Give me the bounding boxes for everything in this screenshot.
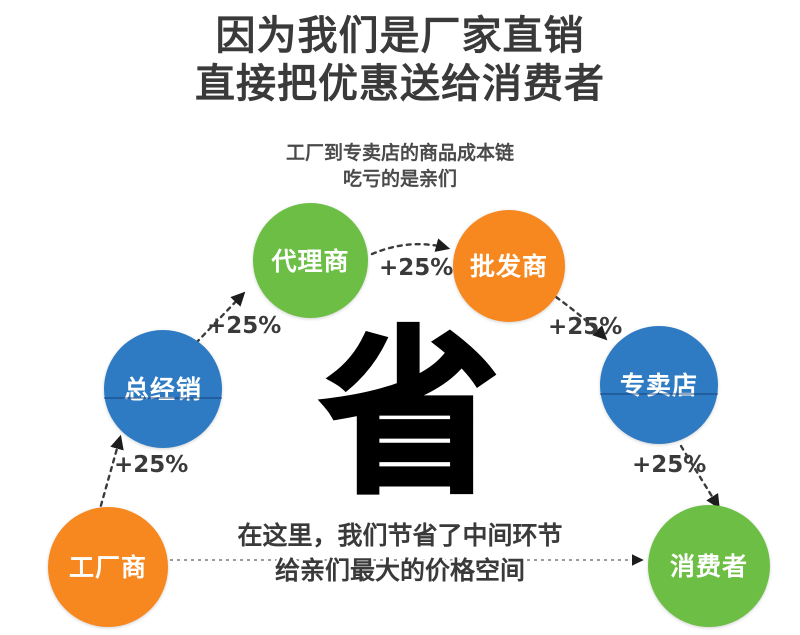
node-wholesale-label: 批发商 — [469, 252, 548, 281]
bottom-caption: 在这里，我们节省了中间环节 给亲们最大的价格空间 — [0, 518, 800, 588]
node-consumer-label: 消费者 — [669, 552, 748, 581]
page-subtitle: 工厂到专卖店的商品成本链 吃亏的是亲们 — [0, 140, 800, 192]
node-factory[interactable]: 工厂商 — [48, 507, 168, 627]
edge-factory-to-general — [94, 434, 124, 525]
edge-wholesale-to-store — [554, 295, 608, 341]
node-general-distributor[interactable]: 总经销 — [104, 330, 222, 448]
node-agent[interactable]: 代理商 — [253, 203, 368, 318]
page-headline: 因为我们是厂家直销 直接把优惠送给消费者 — [0, 12, 800, 108]
subtitle-line-2: 吃亏的是亲们 — [342, 168, 457, 190]
node-factory-label: 工厂商 — [68, 553, 147, 582]
headline-line-2: 直接把优惠送给消费者 — [195, 61, 605, 107]
node-agent-label: 代理商 — [271, 246, 350, 276]
headline-line-1: 因为我们是厂家直销 — [215, 13, 585, 59]
center-save-character: 省 — [319, 311, 501, 518]
caption-line-1: 在这里，我们节省了中间环节 — [237, 521, 563, 550]
markup-label-general-to-agent: +25% — [207, 313, 282, 339]
markup-label-store-to-consumer: +25% — [632, 452, 707, 478]
node-wholesale[interactable]: 批发商 — [453, 210, 565, 322]
subtitle-line-1: 工厂到专卖店的商品成本链 — [285, 142, 514, 164]
node-consumer[interactable]: 消费者 — [648, 505, 770, 627]
edge-general-to-agent — [194, 291, 246, 345]
caption-line-2: 给亲们最大的价格空间 — [274, 556, 525, 585]
edge-agent-to-wholesale — [370, 238, 451, 256]
markup-label-factory-to-general: +25% — [114, 452, 189, 478]
node-general-label: 总经销 — [123, 375, 202, 404]
node-store[interactable]: 专卖店 — [600, 326, 718, 444]
markup-label-wholesale-to-store: +25% — [548, 314, 623, 340]
edge-store-to-consumer — [679, 444, 720, 509]
markup-label-agent-to-wholesale: +25% — [379, 255, 454, 281]
node-store-label: 专卖店 — [619, 371, 698, 400]
